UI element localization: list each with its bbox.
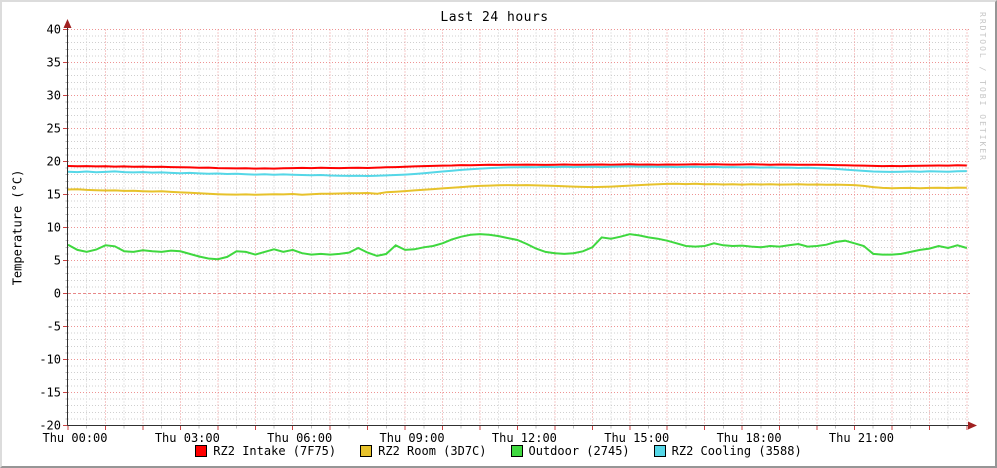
legend-swatch-rz2-cooling-3588 (653, 445, 666, 457)
grid-major (68, 29, 970, 426)
y-tick-label: 15 (47, 188, 61, 202)
legend-swatch-outdoor-2745 (510, 445, 523, 457)
y-tick-label: -15 (39, 386, 61, 400)
x-tick-label: Thu 03:00 (155, 431, 220, 445)
x-tick-label: Thu 09:00 (380, 431, 445, 445)
y-tick-label: 25 (47, 122, 61, 136)
legend-label-rz2-room-3d7c: RZ2 Room (3D7C) (378, 444, 487, 458)
legend-label-rz2-intake-7f75: RZ2 Intake (7F75) (213, 444, 337, 458)
legend-label-rz2-cooling-3588: RZ2 Cooling (3588) (671, 444, 802, 458)
y-axis-arrow (63, 19, 72, 28)
legend-label-outdoor-2745: Outdoor (2745) (528, 444, 630, 458)
x-axis-arrow (968, 421, 977, 430)
y-tick-label: -5 (47, 320, 61, 334)
y-tick-label: 0 (54, 287, 61, 301)
y-tick-label: 5 (54, 254, 61, 268)
chart-title: Last 24 hours (440, 10, 549, 25)
y-tick-label: 10 (47, 221, 61, 235)
y-tick-label: 40 (47, 23, 61, 37)
legend-item-rz2-intake-7f75: RZ2 Intake (7F75) (195, 444, 336, 458)
series-rz2-room-3d7c (67, 182, 967, 196)
rrdtool-watermark: RRDTOOL / TOBI OETIKER (978, 12, 987, 162)
x-tick-label: Thu 00:00 (42, 431, 107, 445)
y-tick-label: 20 (47, 155, 61, 169)
legend-item-rz2-room-3d7c: RZ2 Room (3D7C) (360, 444, 487, 458)
axes (63, 19, 977, 430)
legend-swatch-rz2-room-3d7c (360, 445, 373, 457)
series-outdoor-2745 (67, 233, 968, 261)
y-tick-label: -20 (39, 419, 61, 433)
legend-item-rz2-cooling-3588: RZ2 Cooling (3588) (653, 444, 802, 458)
x-tick-label: Thu 18:00 (717, 431, 782, 445)
series-rz2-cooling-3588 (67, 165, 967, 178)
y-tick-label: 30 (47, 89, 61, 103)
y-tick-label: 35 (47, 56, 61, 70)
x-tick-label: Thu 21:00 (829, 431, 894, 445)
legend-item-outdoor-2745: Outdoor (2745) (510, 444, 630, 458)
y-tick-label: -10 (39, 353, 61, 367)
x-tick-label: Thu 15:00 (604, 431, 669, 445)
legend-swatch-rz2-intake-7f75 (195, 445, 208, 457)
x-tick-label: Thu 06:00 (267, 431, 332, 445)
legend: RZ2 Intake (7F75) RZ2 Room (3D7C) Outdoor … (2, 444, 995, 458)
axis-ticks (63, 29, 968, 430)
series-rz2-intake-7f75 (67, 163, 967, 170)
x-tick-label: Thu 12:00 (492, 431, 557, 445)
